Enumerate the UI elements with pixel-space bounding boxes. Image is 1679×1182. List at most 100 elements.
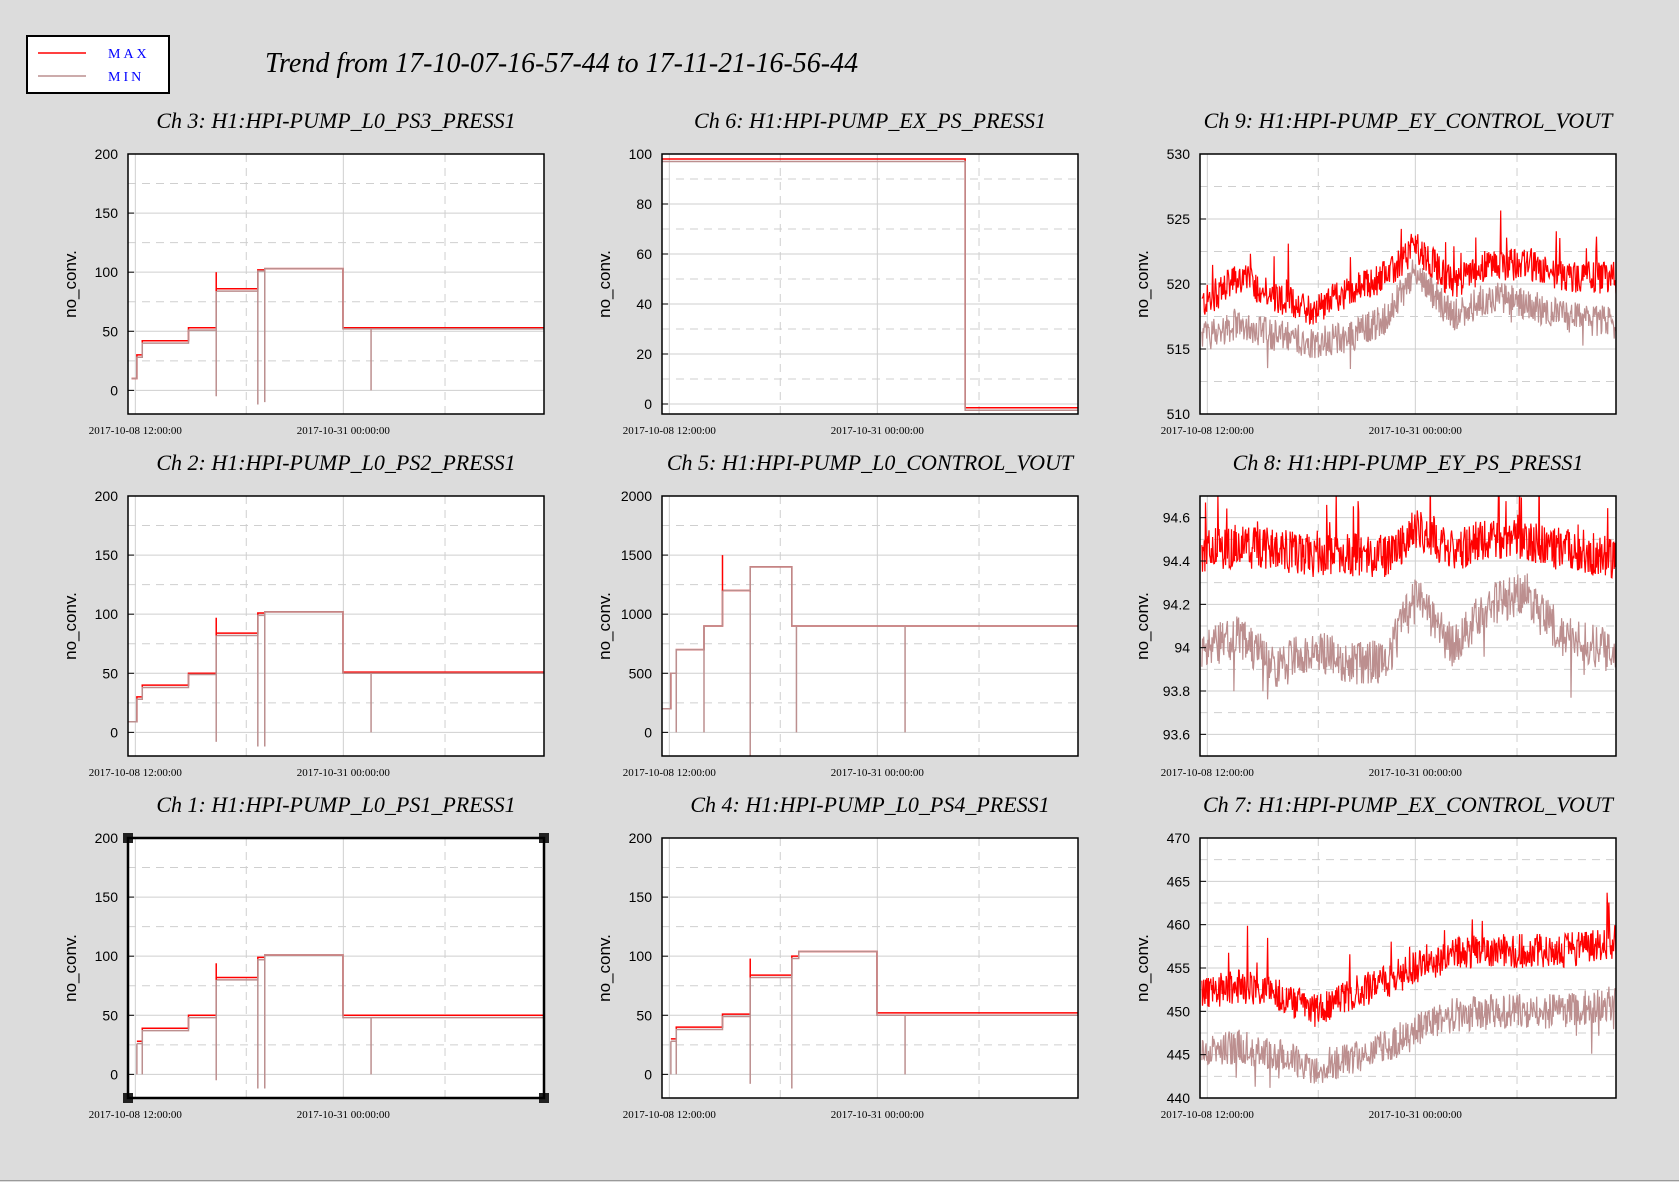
y-tick-label: 100 bbox=[629, 146, 653, 162]
series-group bbox=[131, 267, 544, 405]
plot-area bbox=[662, 154, 1078, 414]
y-tick-label: 150 bbox=[95, 547, 119, 563]
y-tick-label: 200 bbox=[95, 146, 119, 162]
x-tick-label: 2017-10-08 12:00:00 bbox=[623, 767, 717, 779]
plot-area bbox=[128, 496, 544, 756]
legend: MAX MIN bbox=[26, 35, 170, 94]
chart-2: 0 20 40 60 80 100 2017-10-08 12:00:00 2017-10-3… bbox=[595, 108, 1079, 437]
min-series-line bbox=[131, 267, 544, 380]
min-series-line bbox=[1201, 986, 1616, 1088]
min-series-line bbox=[1201, 573, 1616, 700]
x-tick-label: 2017-10-08 12:00:00 bbox=[623, 1109, 717, 1121]
series-group bbox=[670, 950, 1078, 1089]
chart-9: 440 445 450 455 460 465 470 2017-10-08 12:00:00… bbox=[1133, 792, 1617, 1121]
legend-max-label: MAX bbox=[108, 47, 150, 62]
x-tick-label: 2017-10-31 00:00:00 bbox=[297, 767, 391, 779]
y-tick-label: 94.2 bbox=[1163, 596, 1190, 612]
y-axis-label: no_conv. bbox=[1133, 250, 1152, 318]
min-series-line bbox=[136, 954, 544, 1045]
chart-title: Ch 9: H1:HPI-PUMP_EY_CONTROL_VOUT bbox=[1204, 108, 1615, 133]
y-tick-label: 0 bbox=[110, 724, 118, 740]
y-tick-label: 2000 bbox=[621, 488, 652, 504]
y-tick-label: 460 bbox=[1167, 917, 1191, 933]
plot-frame bbox=[1199, 495, 1617, 757]
chart-3: 510 515 520 525 530 2017-10-08 12:00:00 2017-1… bbox=[1133, 108, 1617, 437]
y-tick-label: 0 bbox=[110, 1066, 118, 1082]
x-tick-label: 2017-10-31 00:00:00 bbox=[1369, 1109, 1463, 1121]
x-tick-label: 2017-10-08 12:00:00 bbox=[89, 425, 183, 437]
y-tick-label: 465 bbox=[1167, 873, 1191, 889]
y-tick-label: 1500 bbox=[621, 547, 652, 563]
y-axis-label: no_conv. bbox=[1133, 934, 1152, 1002]
chart-5: 0 500 1000 1500 2000 2017-10-08 12:00:00 2017-… bbox=[595, 450, 1079, 779]
y-tick-label: 150 bbox=[629, 889, 653, 905]
y-axis-label: no_conv. bbox=[595, 592, 614, 660]
y-tick-label: 200 bbox=[95, 488, 119, 504]
y-tick-label: 0 bbox=[644, 724, 652, 740]
chart-title: Ch 2: H1:HPI-PUMP_L0_PS2_PRESS1 bbox=[156, 450, 515, 475]
series-group bbox=[1201, 496, 1616, 700]
y-tick-label: 50 bbox=[636, 1007, 652, 1023]
y-tick-label: 50 bbox=[102, 665, 118, 681]
y-axis-label: no_conv. bbox=[61, 250, 80, 318]
series-group bbox=[1201, 210, 1616, 370]
y-tick-label: 93.8 bbox=[1163, 683, 1190, 699]
y-tick-label: 50 bbox=[102, 1007, 118, 1023]
x-tick-label: 2017-10-31 00:00:00 bbox=[1369, 767, 1463, 779]
y-tick-label: 500 bbox=[629, 665, 653, 681]
y-tick-label: 100 bbox=[95, 264, 119, 280]
y-tick-label: 530 bbox=[1167, 146, 1191, 162]
y-tick-label: 520 bbox=[1167, 276, 1191, 292]
y-tick-label: 60 bbox=[636, 246, 652, 262]
chart-6: 93.6 93.8 94 94.2 94.4 94.6 2017-10-08 12:00:0… bbox=[1133, 450, 1617, 779]
plot-frame bbox=[127, 495, 545, 757]
y-tick-label: 80 bbox=[636, 196, 652, 212]
chart-title: Ch 8: H1:HPI-PUMP_EY_PS_PRESS1 bbox=[1233, 450, 1584, 475]
x-tick-label: 2017-10-31 00:00:00 bbox=[831, 1109, 925, 1121]
selection-frame bbox=[126, 836, 546, 1100]
plot-frame bbox=[127, 153, 545, 415]
plot-frame bbox=[661, 837, 1079, 1099]
chart-title: Ch 3: H1:HPI-PUMP_L0_PS3_PRESS1 bbox=[156, 108, 515, 133]
chart-title: Ch 6: H1:HPI-PUMP_EX_PS_PRESS1 bbox=[694, 108, 1046, 133]
chart-title: Ch 4: H1:HPI-PUMP_L0_PS4_PRESS1 bbox=[690, 792, 1049, 817]
chart-7: 0 50 100 150 200 2017-10-08 12:00:00 2017-10-3… bbox=[61, 792, 549, 1121]
legend-min-label: MIN bbox=[108, 70, 144, 85]
y-axis-label: no_conv. bbox=[595, 934, 614, 1002]
y-tick-label: 150 bbox=[95, 205, 119, 221]
chart-1: 0 50 100 150 200 2017-10-08 12:00:00 2017-10-3… bbox=[61, 108, 545, 437]
plot-frame bbox=[661, 495, 1079, 757]
y-tick-label: 200 bbox=[629, 830, 653, 846]
y-tick-label: 150 bbox=[95, 889, 119, 905]
y-tick-label: 20 bbox=[636, 346, 652, 362]
y-tick-label: 200 bbox=[95, 830, 119, 846]
x-tick-label: 2017-10-31 00:00:00 bbox=[297, 425, 391, 437]
y-tick-label: 445 bbox=[1167, 1047, 1191, 1063]
chart-title: Ch 1: H1:HPI-PUMP_L0_PS1_PRESS1 bbox=[156, 792, 515, 817]
chart-title: Ch 5: H1:HPI-PUMP_L0_CONTROL_VOUT bbox=[667, 450, 1075, 475]
y-tick-label: 0 bbox=[644, 1066, 652, 1082]
x-tick-label: 2017-10-08 12:00:00 bbox=[89, 1109, 183, 1121]
chart-title: Ch 7: H1:HPI-PUMP_EX_CONTROL_VOUT bbox=[1203, 792, 1615, 817]
min-series-line bbox=[670, 950, 1078, 1043]
y-axis-label: no_conv. bbox=[61, 934, 80, 1002]
x-tick-label: 2017-10-08 12:00:00 bbox=[1161, 767, 1255, 779]
y-axis-label: no_conv. bbox=[595, 250, 614, 318]
y-tick-label: 40 bbox=[636, 296, 652, 312]
chart-8: 0 50 100 150 200 2017-10-08 12:00:00 2017-10-3… bbox=[595, 792, 1079, 1121]
y-tick-label: 50 bbox=[102, 323, 118, 339]
y-tick-label: 93.6 bbox=[1163, 726, 1190, 742]
plot-area bbox=[128, 838, 544, 1098]
series-group bbox=[128, 611, 544, 747]
y-tick-label: 94 bbox=[1174, 640, 1190, 656]
y-tick-label: 525 bbox=[1167, 211, 1191, 227]
y-tick-label: 0 bbox=[110, 382, 118, 398]
max-series-line bbox=[1201, 892, 1616, 1027]
min-series-line bbox=[662, 160, 1078, 411]
min-series-line bbox=[128, 611, 544, 723]
y-tick-label: 94.4 bbox=[1163, 553, 1190, 569]
max-series-line bbox=[1201, 210, 1616, 326]
x-tick-label: 2017-10-31 00:00:00 bbox=[831, 425, 925, 437]
x-tick-label: 2017-10-08 12:00:00 bbox=[623, 425, 717, 437]
plot-area bbox=[662, 838, 1078, 1098]
